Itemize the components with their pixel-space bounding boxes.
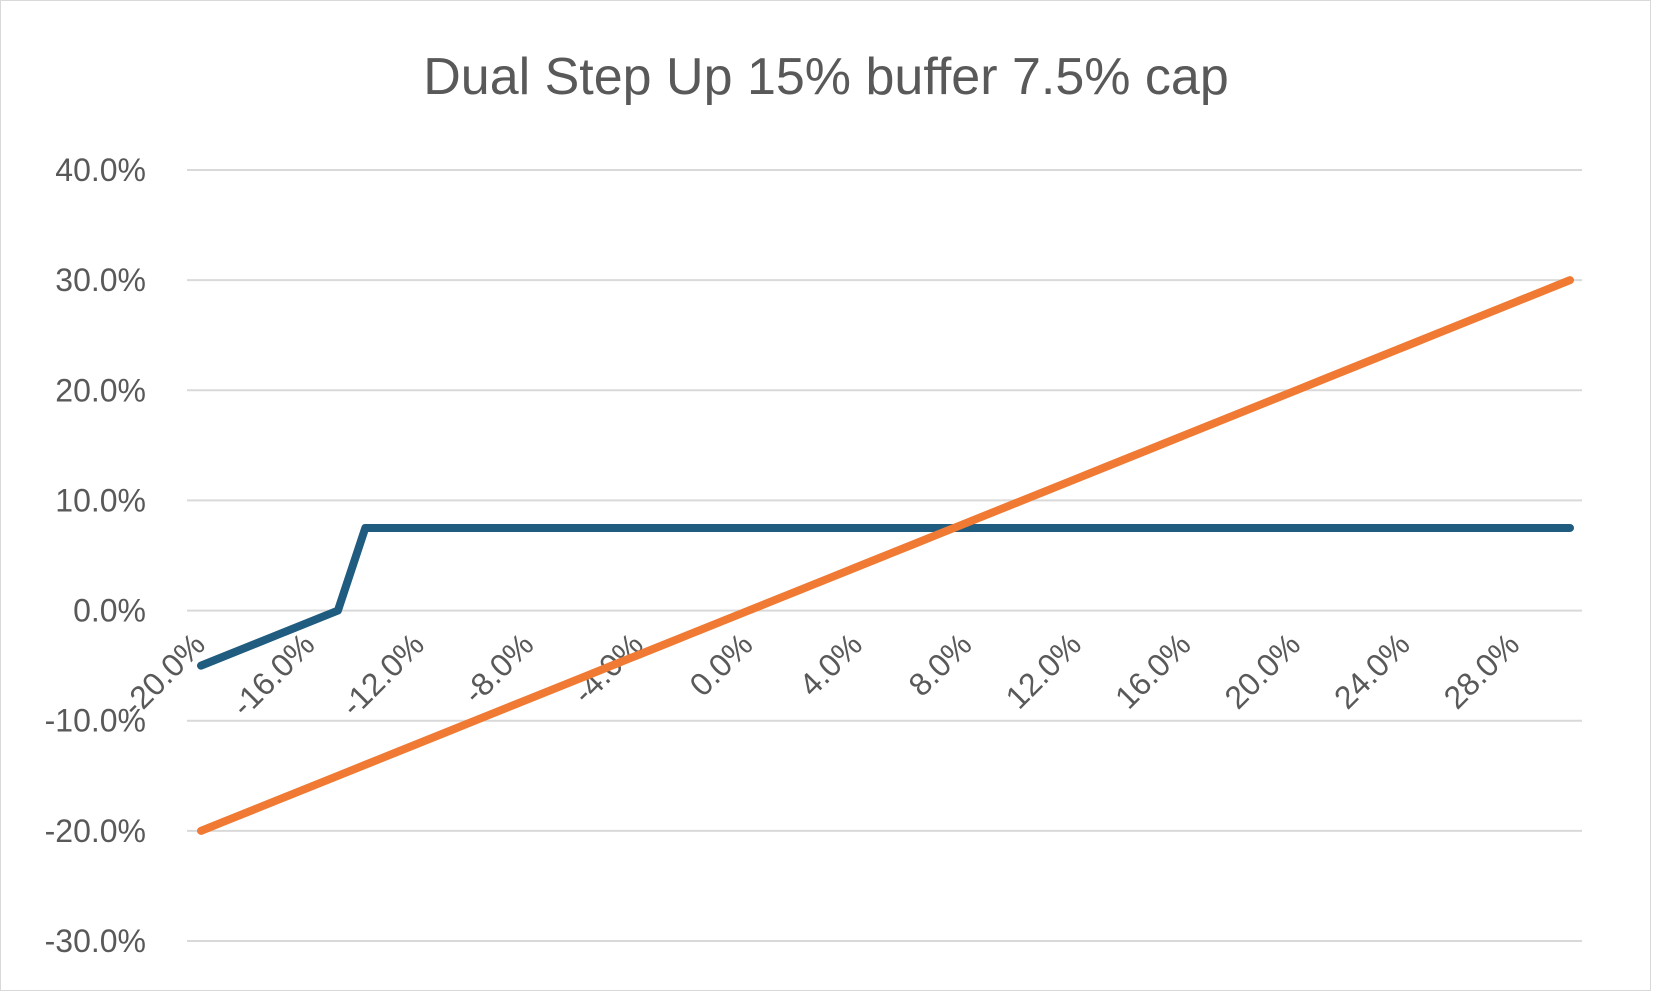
y-tick-label: -30.0% [45, 923, 146, 959]
series-line-2 [197, 276, 1574, 835]
gridlines [187, 169, 1582, 942]
y-tick-label: -20.0% [45, 813, 146, 849]
y-tick-label: 0.0% [73, 593, 146, 629]
y-tick-label: 40.0% [55, 152, 146, 188]
x-tick-label: 20.0% [1218, 626, 1308, 716]
x-tick-label: 8.0% [902, 626, 979, 703]
x-tick-label: -20.0% [115, 626, 212, 723]
x-tick-label: 12.0% [998, 626, 1088, 716]
y-tick-label: 20.0% [55, 372, 146, 408]
series-layer [197, 276, 1574, 835]
y-tick-label: 30.0% [55, 262, 146, 298]
x-tick-label: 28.0% [1437, 626, 1527, 716]
y-tick-label: 10.0% [55, 482, 146, 518]
x-tick-label: -12.0% [334, 626, 431, 723]
x-axis: -20.0% -16.0% -12.0% -8.0% -4.0% 0.0% 4.0% 8.0%… [115, 626, 1526, 723]
y-axis: 40.0% 30.0% 20.0% 10.0% 0.0% -10.0% -20.0% -30.… [45, 152, 146, 959]
x-tick-label: 4.0% [792, 626, 869, 703]
y-tick-label: -10.0% [45, 703, 146, 739]
x-tick-label: 16.0% [1108, 626, 1198, 716]
x-tick-label: 0.0% [683, 626, 760, 703]
series-line-1 [197, 523, 1574, 670]
chart-title: Dual Step Up 15% buffer 7.5% cap [423, 48, 1229, 106]
x-tick-label: 24.0% [1327, 626, 1417, 716]
